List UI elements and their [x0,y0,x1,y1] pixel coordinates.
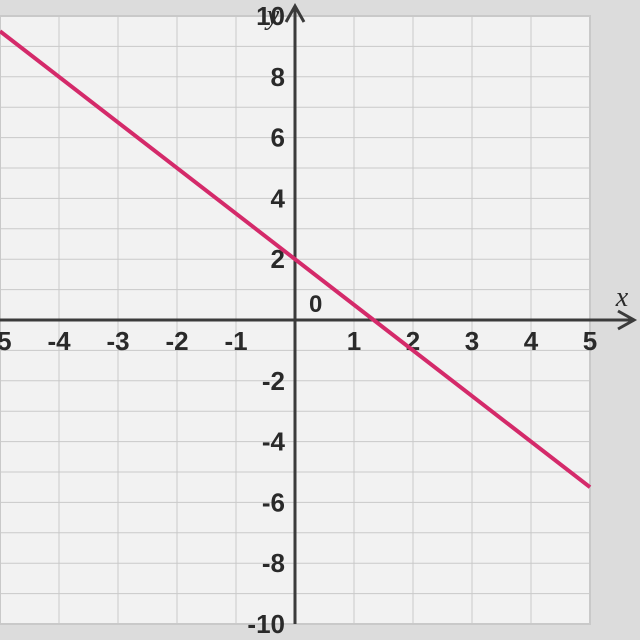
y-tick-label: 8 [271,62,285,92]
x-tick-label: 1 [347,326,361,356]
y-tick-label: 4 [271,183,286,213]
chart-svg: -5-4-3-2-112345-10-8-6-4-22468100xy [0,0,640,640]
x-tick-label: -4 [47,326,71,356]
y-tick-label: 6 [271,123,285,153]
x-tick-label: -3 [106,326,129,356]
y-tick-label: -8 [262,548,285,578]
y-tick-label: -10 [247,609,285,639]
x-tick-label: -5 [0,326,12,356]
origin-label: 0 [309,291,322,318]
y-tick-label: -2 [262,366,285,396]
y-tick-label: -4 [262,427,286,457]
linear-graph-chart: -5-4-3-2-112345-10-8-6-4-22468100xy [0,0,640,640]
x-tick-label: 3 [465,326,479,356]
x-tick-label: -2 [165,326,188,356]
x-axis-label: x [615,282,629,313]
y-axis-label: y [264,0,280,31]
y-tick-label: -6 [262,487,285,517]
x-tick-label: 4 [524,326,539,356]
x-tick-label: 5 [583,326,597,356]
x-tick-label: -1 [224,326,247,356]
